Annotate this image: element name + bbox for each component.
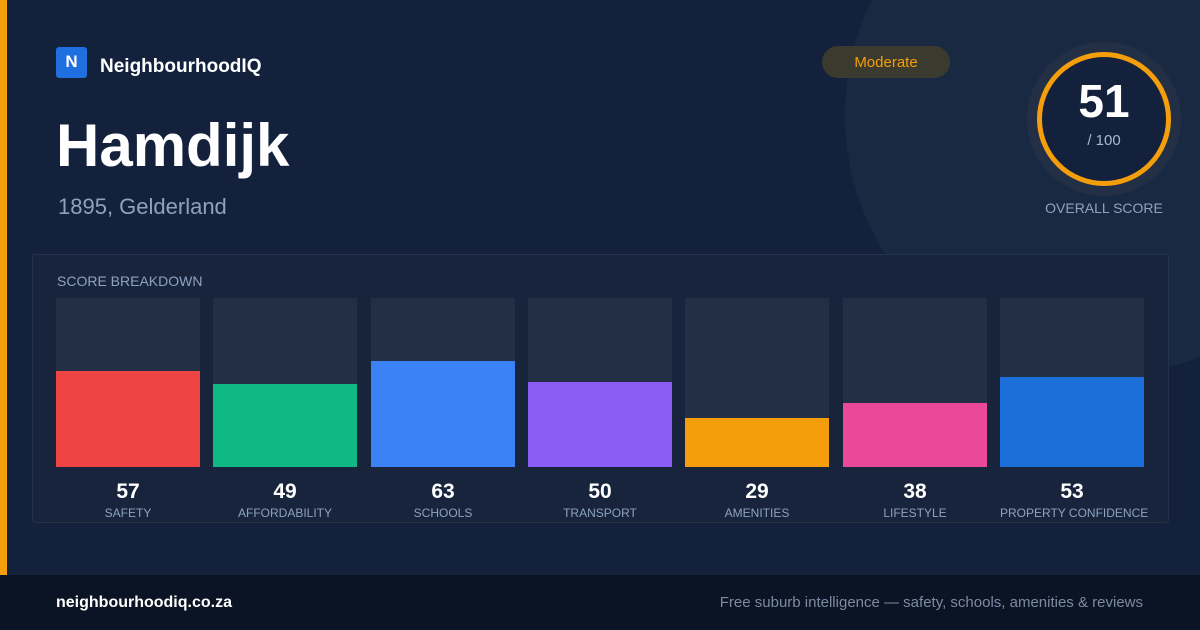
bar-value: 29 bbox=[745, 480, 769, 503]
bar-fill bbox=[685, 418, 829, 467]
bar-label: SAFETY bbox=[104, 506, 152, 520]
bar-track bbox=[371, 298, 515, 467]
overall-score-value: 51 bbox=[1078, 75, 1130, 127]
bar-track bbox=[213, 298, 357, 467]
bar-track bbox=[1000, 298, 1144, 467]
bar-value: 57 bbox=[116, 480, 140, 503]
suburb-location: 1895, Gelderland bbox=[58, 194, 227, 219]
bar-track bbox=[685, 298, 829, 467]
brand-name: NeighbourhoodIQ bbox=[100, 56, 262, 77]
brand-logo-icon: N bbox=[56, 46, 87, 78]
bar-fill bbox=[371, 361, 515, 467]
bar-value: 53 bbox=[1060, 480, 1084, 503]
score-bar-safety: 57 SAFETY bbox=[56, 298, 200, 520]
score-bars: 57 SAFETY 49 AFFORDABILITY 63 SCHOOLS 50 TRANSP… bbox=[33, 255, 1168, 522]
footer-tagline: Free suburb intelligence — safety, schoo… bbox=[719, 594, 1143, 611]
bar-label: LIFESTYLE bbox=[883, 506, 947, 520]
bar-value: 38 bbox=[903, 480, 927, 503]
score-bar-schools: 63 SCHOOLS bbox=[371, 298, 515, 520]
bar-label: AMENITIES bbox=[724, 506, 790, 520]
suburb-title: Hamdijk bbox=[56, 112, 290, 179]
score-bar-lifestyle: 38 LIFESTYLE bbox=[843, 298, 987, 520]
bar-fill bbox=[56, 371, 200, 467]
overall-score-dial: 51 / 100 bbox=[1027, 42, 1181, 196]
bar-label: PROPERTY CONFIDENCE bbox=[1000, 506, 1149, 520]
bar-fill bbox=[213, 384, 357, 467]
bar-value: 49 bbox=[273, 480, 297, 503]
overall-score-label: OVERALL SCORE bbox=[1045, 200, 1163, 216]
score-bar-transport: 50 TRANSPORT bbox=[528, 298, 672, 520]
bar-value: 63 bbox=[431, 480, 455, 503]
bar-value: 50 bbox=[588, 480, 612, 503]
brand: N NeighbourhoodIQ bbox=[56, 46, 261, 78]
score-ring bbox=[1037, 52, 1171, 186]
score-breakdown-panel: SCORE BREAKDOWN 57 SAFETY 49 AFFORDABILITY 6… bbox=[32, 254, 1169, 523]
bar-label: SCHOOLS bbox=[413, 506, 473, 520]
breakdown-title: SCORE BREAKDOWN bbox=[57, 273, 203, 289]
accent-bar bbox=[0, 0, 7, 575]
bar-fill bbox=[528, 382, 672, 467]
rating-badge: Moderate bbox=[822, 46, 950, 78]
bar-label: AFFORDABILITY bbox=[237, 506, 332, 520]
bar-track bbox=[528, 298, 672, 467]
bar-label: TRANSPORT bbox=[563, 506, 637, 520]
bar-track bbox=[843, 298, 987, 467]
score-bar-property-confidence: 53 PROPERTY CONFIDENCE bbox=[1000, 298, 1149, 520]
bar-track bbox=[56, 298, 200, 467]
overall-score-max: / 100 bbox=[1087, 132, 1121, 149]
bar-fill bbox=[843, 403, 987, 467]
score-bar-amenities: 29 AMENITIES bbox=[685, 298, 829, 520]
footer-url: neighbourhoodiq.co.za bbox=[56, 594, 232, 611]
bar-fill bbox=[1000, 377, 1144, 467]
score-bar-affordability: 49 AFFORDABILITY bbox=[213, 298, 357, 520]
footer: neighbourhoodiq.co.za Free suburb intell… bbox=[0, 575, 1200, 630]
